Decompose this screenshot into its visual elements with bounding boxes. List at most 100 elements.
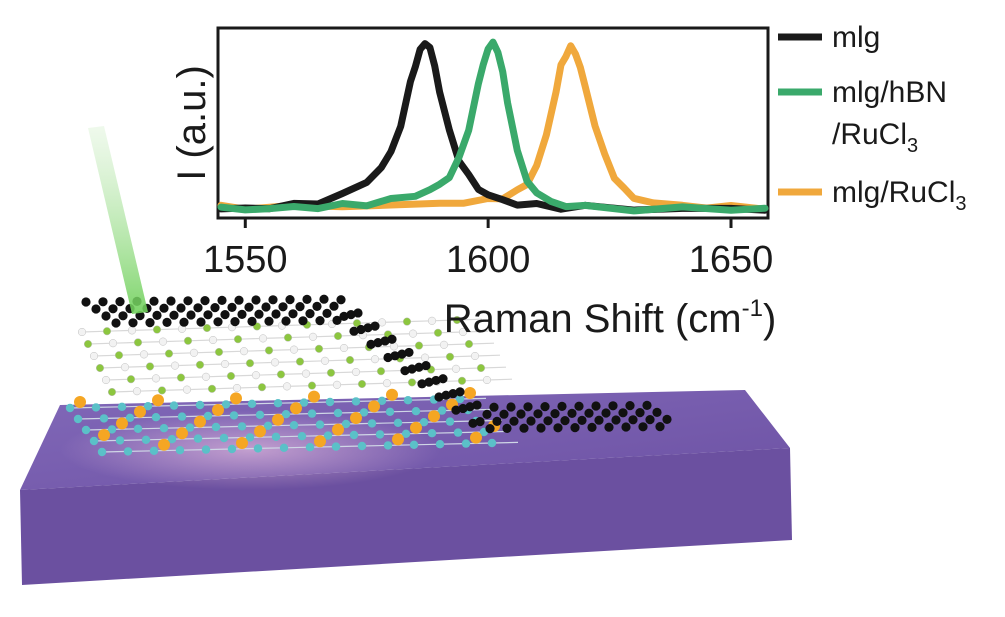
carbon-atom [108, 304, 118, 314]
bond [267, 424, 295, 427]
ru-atom [98, 429, 110, 441]
ru-atom [74, 396, 86, 408]
cl-atom [323, 431, 333, 440]
bn-atom [357, 379, 367, 389]
bond [299, 360, 326, 363]
bn-atom [382, 379, 392, 388]
bn-atom [220, 359, 230, 369]
bn-atom [152, 325, 162, 334]
carbon-atom [315, 316, 325, 326]
cl-atom [125, 413, 135, 422]
carbon-atom [169, 310, 179, 320]
carbon-atom [115, 297, 125, 307]
bond [277, 402, 305, 404]
carbon-atom [458, 403, 468, 414]
bond [393, 345, 420, 347]
bond [283, 446, 311, 449]
bond [418, 344, 445, 347]
bond [311, 384, 338, 387]
bond [205, 448, 233, 451]
ru-atom [212, 404, 224, 416]
carbon-atom [346, 310, 356, 320]
bond [124, 365, 151, 368]
bond [181, 327, 208, 330]
series-line-mlg-hbn-rucl3 [217, 38, 769, 215]
bond [180, 376, 207, 379]
carbon-atom [570, 423, 580, 433]
cl-atom [201, 445, 211, 454]
ru-atom [332, 423, 344, 436]
cl-atom [279, 443, 289, 452]
bn-atom [202, 323, 212, 333]
carbon-atom [264, 316, 274, 326]
x-tick-label: 1550 [203, 239, 288, 281]
carbon-atom [509, 416, 519, 426]
cl-atom [367, 419, 377, 428]
cl-atom [175, 446, 185, 455]
bond [318, 347, 345, 350]
legend-label: mlg/hBN [832, 76, 947, 109]
carbon-atom [217, 295, 227, 305]
bn-atom [164, 349, 174, 358]
bond [211, 387, 238, 390]
carbon-atom [536, 423, 546, 433]
bond [136, 389, 163, 392]
bond [131, 329, 158, 331]
bn-atom [114, 351, 124, 360]
bn-atom [352, 319, 362, 328]
bond [249, 361, 276, 364]
carbon-atom [373, 338, 383, 348]
bond [149, 365, 176, 367]
carbon-atom [611, 415, 621, 425]
ru-atom [272, 413, 284, 426]
cl-atom [89, 436, 99, 446]
bn-atom [345, 355, 355, 365]
carbon-atom [628, 415, 638, 425]
bn-atom [101, 375, 111, 385]
carbon-atom [472, 400, 482, 410]
cl-atom [221, 400, 231, 409]
cl-atom [81, 425, 91, 435]
ru-atom [368, 400, 380, 413]
carbon-atom [271, 309, 281, 319]
bond [171, 438, 199, 440]
bond [327, 434, 355, 437]
carbon-atom [574, 401, 584, 411]
bond [262, 337, 289, 339]
cl-atom [219, 433, 229, 443]
carbon-atom [278, 302, 288, 312]
cl-atom [117, 402, 127, 411]
bn-atom [139, 350, 149, 359]
bond [457, 431, 485, 434]
bn-atom [158, 337, 168, 346]
carbon-atom [526, 416, 536, 426]
cl-atom [409, 440, 419, 449]
bond [443, 343, 470, 346]
carbon-atom [339, 311, 349, 321]
bond [161, 389, 188, 391]
bond [231, 325, 258, 328]
x-tick-label: 1650 [689, 239, 774, 281]
cl-atom [141, 435, 151, 444]
bond [87, 342, 114, 345]
carbon-atom [635, 408, 645, 418]
ru-atom [350, 412, 362, 424]
bond [424, 356, 451, 359]
carbon-atom [618, 408, 628, 418]
bond [256, 325, 283, 327]
cl-atom [185, 423, 195, 432]
bond [205, 375, 232, 378]
carbon-atom [645, 415, 655, 425]
bn-atom [239, 347, 249, 356]
bond [389, 410, 417, 413]
cl-atom [167, 435, 177, 444]
cl-atom [237, 422, 247, 431]
bond [105, 378, 132, 381]
bond [407, 399, 435, 401]
bond [129, 416, 157, 419]
carbon-atom [400, 366, 410, 376]
bn-atom [232, 383, 242, 393]
cl-atom [245, 433, 255, 442]
bond [249, 436, 277, 438]
